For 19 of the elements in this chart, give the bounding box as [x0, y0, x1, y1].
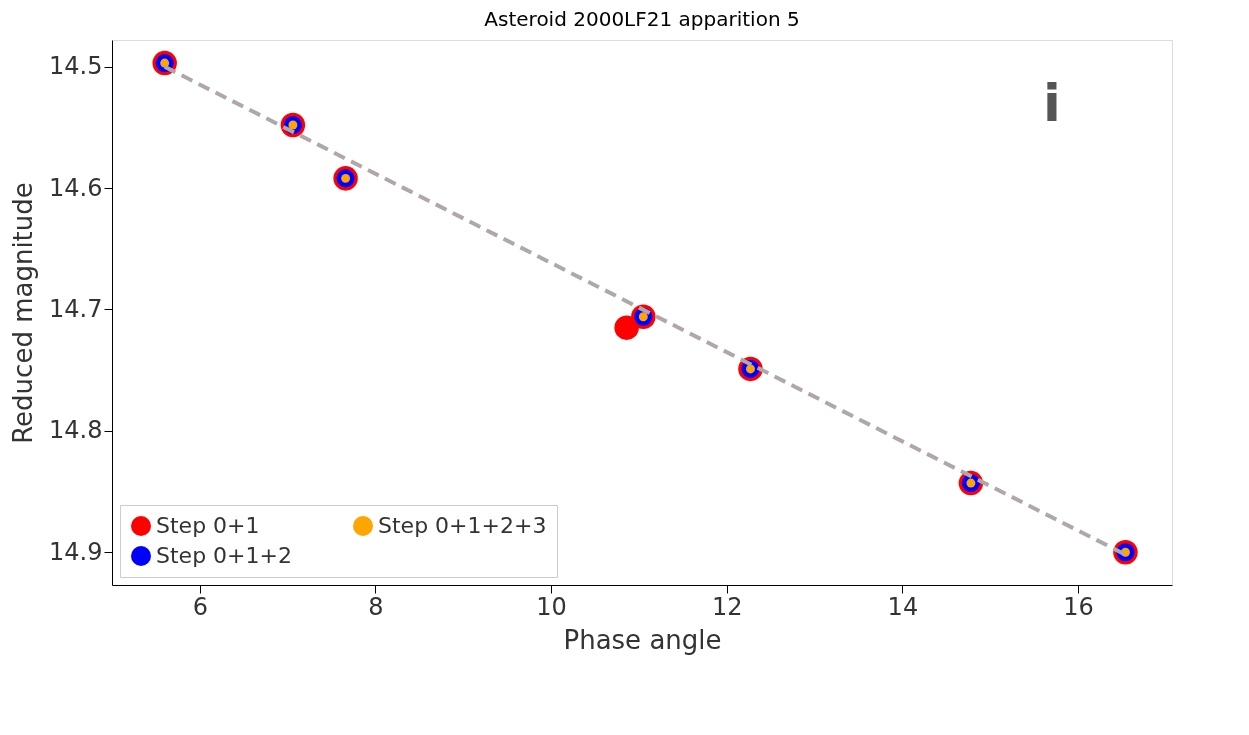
x-tick-label: 8 — [368, 592, 384, 621]
legend-label: Step 0+1+2 — [156, 543, 292, 568]
annotation: i — [1043, 73, 1061, 133]
y-tick-label: 14.7 — [49, 294, 103, 323]
legend-label: Step 0+1 — [156, 513, 260, 538]
y-tick-label: 14.6 — [49, 173, 103, 202]
x-axis-title: Phase angle — [563, 624, 722, 655]
x-tick-label: 6 — [192, 592, 208, 621]
y-axis-title: Reduced magnitude — [8, 182, 39, 444]
chart-title: Asteroid 2000LF21 apparition 5 — [484, 7, 800, 31]
y-tick-label: 14.8 — [49, 416, 103, 445]
x-tick-label: 14 — [887, 592, 919, 621]
point — [614, 315, 639, 340]
legend-label: Step 0+1+2+3 — [378, 513, 547, 538]
x-tick-label: 10 — [536, 592, 567, 621]
x-tick-label: 12 — [711, 592, 743, 621]
x-tick-label: 16 — [1063, 592, 1094, 621]
y-tick-label: 14.9 — [49, 537, 103, 566]
y-tick-label: 14.5 — [49, 52, 103, 81]
